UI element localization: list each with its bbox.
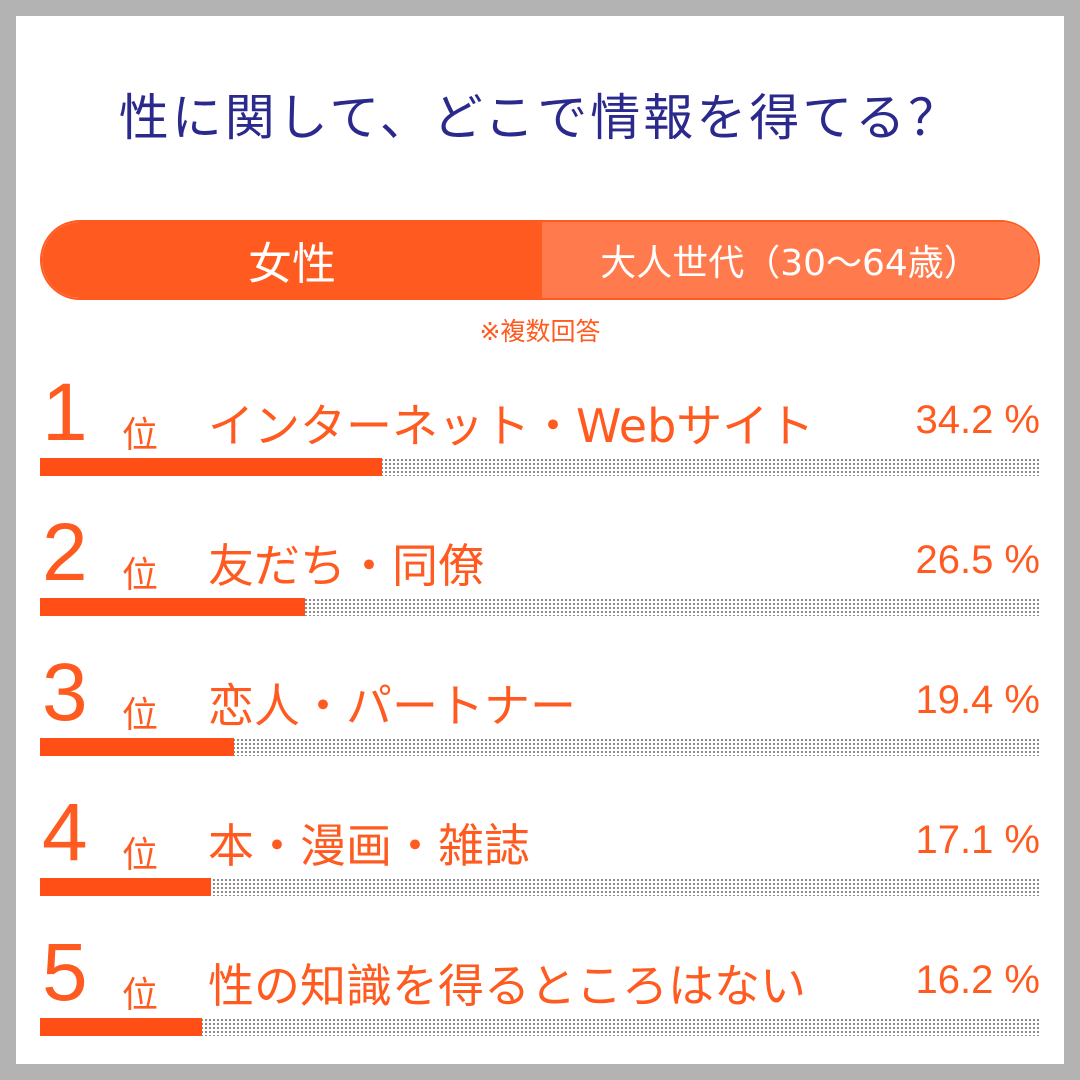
- value-label: 16.2 %: [915, 958, 1040, 1002]
- value-label: 17.1 %: [915, 818, 1040, 862]
- category-label: 性の知識を得るところはない: [208, 959, 806, 1013]
- bar-track: [40, 878, 1040, 896]
- segment-gender: 女性: [42, 222, 542, 298]
- rank-number: 3: [42, 647, 88, 738]
- rank-row-4: 4 位本・漫画・雑誌 17.1 %: [40, 792, 1040, 908]
- category-label: インターネット・Webサイト: [208, 399, 815, 453]
- value-label: 19.4 %: [915, 678, 1040, 722]
- bar-track: [40, 458, 1040, 476]
- rank-number: 2: [42, 507, 88, 598]
- value-label: 26.5 %: [915, 538, 1040, 582]
- bar-3: [40, 738, 234, 756]
- rank-suffix: 位: [122, 695, 159, 736]
- bar-track: [40, 738, 1040, 756]
- category-label: 友だち・同僚: [208, 539, 484, 593]
- segment-pill: 女性 大人世代（30〜64歳）: [40, 220, 1040, 300]
- rank-row-3: 3 位恋人・パートナー 19.4 %: [40, 652, 1040, 768]
- chart-title: 性に関して、どこで情報を得てる？: [118, 89, 962, 147]
- category-label: 恋人・パートナー: [208, 679, 576, 733]
- multiple-answer-note: ※複数回答: [479, 317, 601, 346]
- segment-generation: 大人世代（30〜64歳）: [542, 222, 1038, 298]
- value-label: 34.2 %: [915, 398, 1040, 442]
- bar-1: [40, 458, 382, 476]
- rank-suffix: 位: [122, 975, 159, 1016]
- bar-track: [40, 1018, 1040, 1036]
- rank-number: 4: [42, 787, 88, 878]
- bar-2: [40, 598, 305, 616]
- bar-track: [40, 598, 1040, 616]
- bar-4: [40, 878, 211, 896]
- rank-number: 1: [42, 367, 88, 458]
- rank-row-2: 2 位友だち・同僚 26.5 %: [40, 512, 1040, 628]
- rank-suffix: 位: [122, 415, 159, 456]
- rank-number: 5: [42, 927, 88, 1018]
- rank-row-5: 5 位性の知識を得るところはない 16.2 %: [40, 932, 1040, 1048]
- rank-row-1: 1 位インターネット・Webサイト 34.2 %: [40, 372, 1040, 488]
- bar-5: [40, 1018, 202, 1036]
- category-label: 本・漫画・雑誌: [208, 819, 530, 873]
- rank-suffix: 位: [122, 835, 159, 876]
- rank-suffix: 位: [122, 555, 159, 596]
